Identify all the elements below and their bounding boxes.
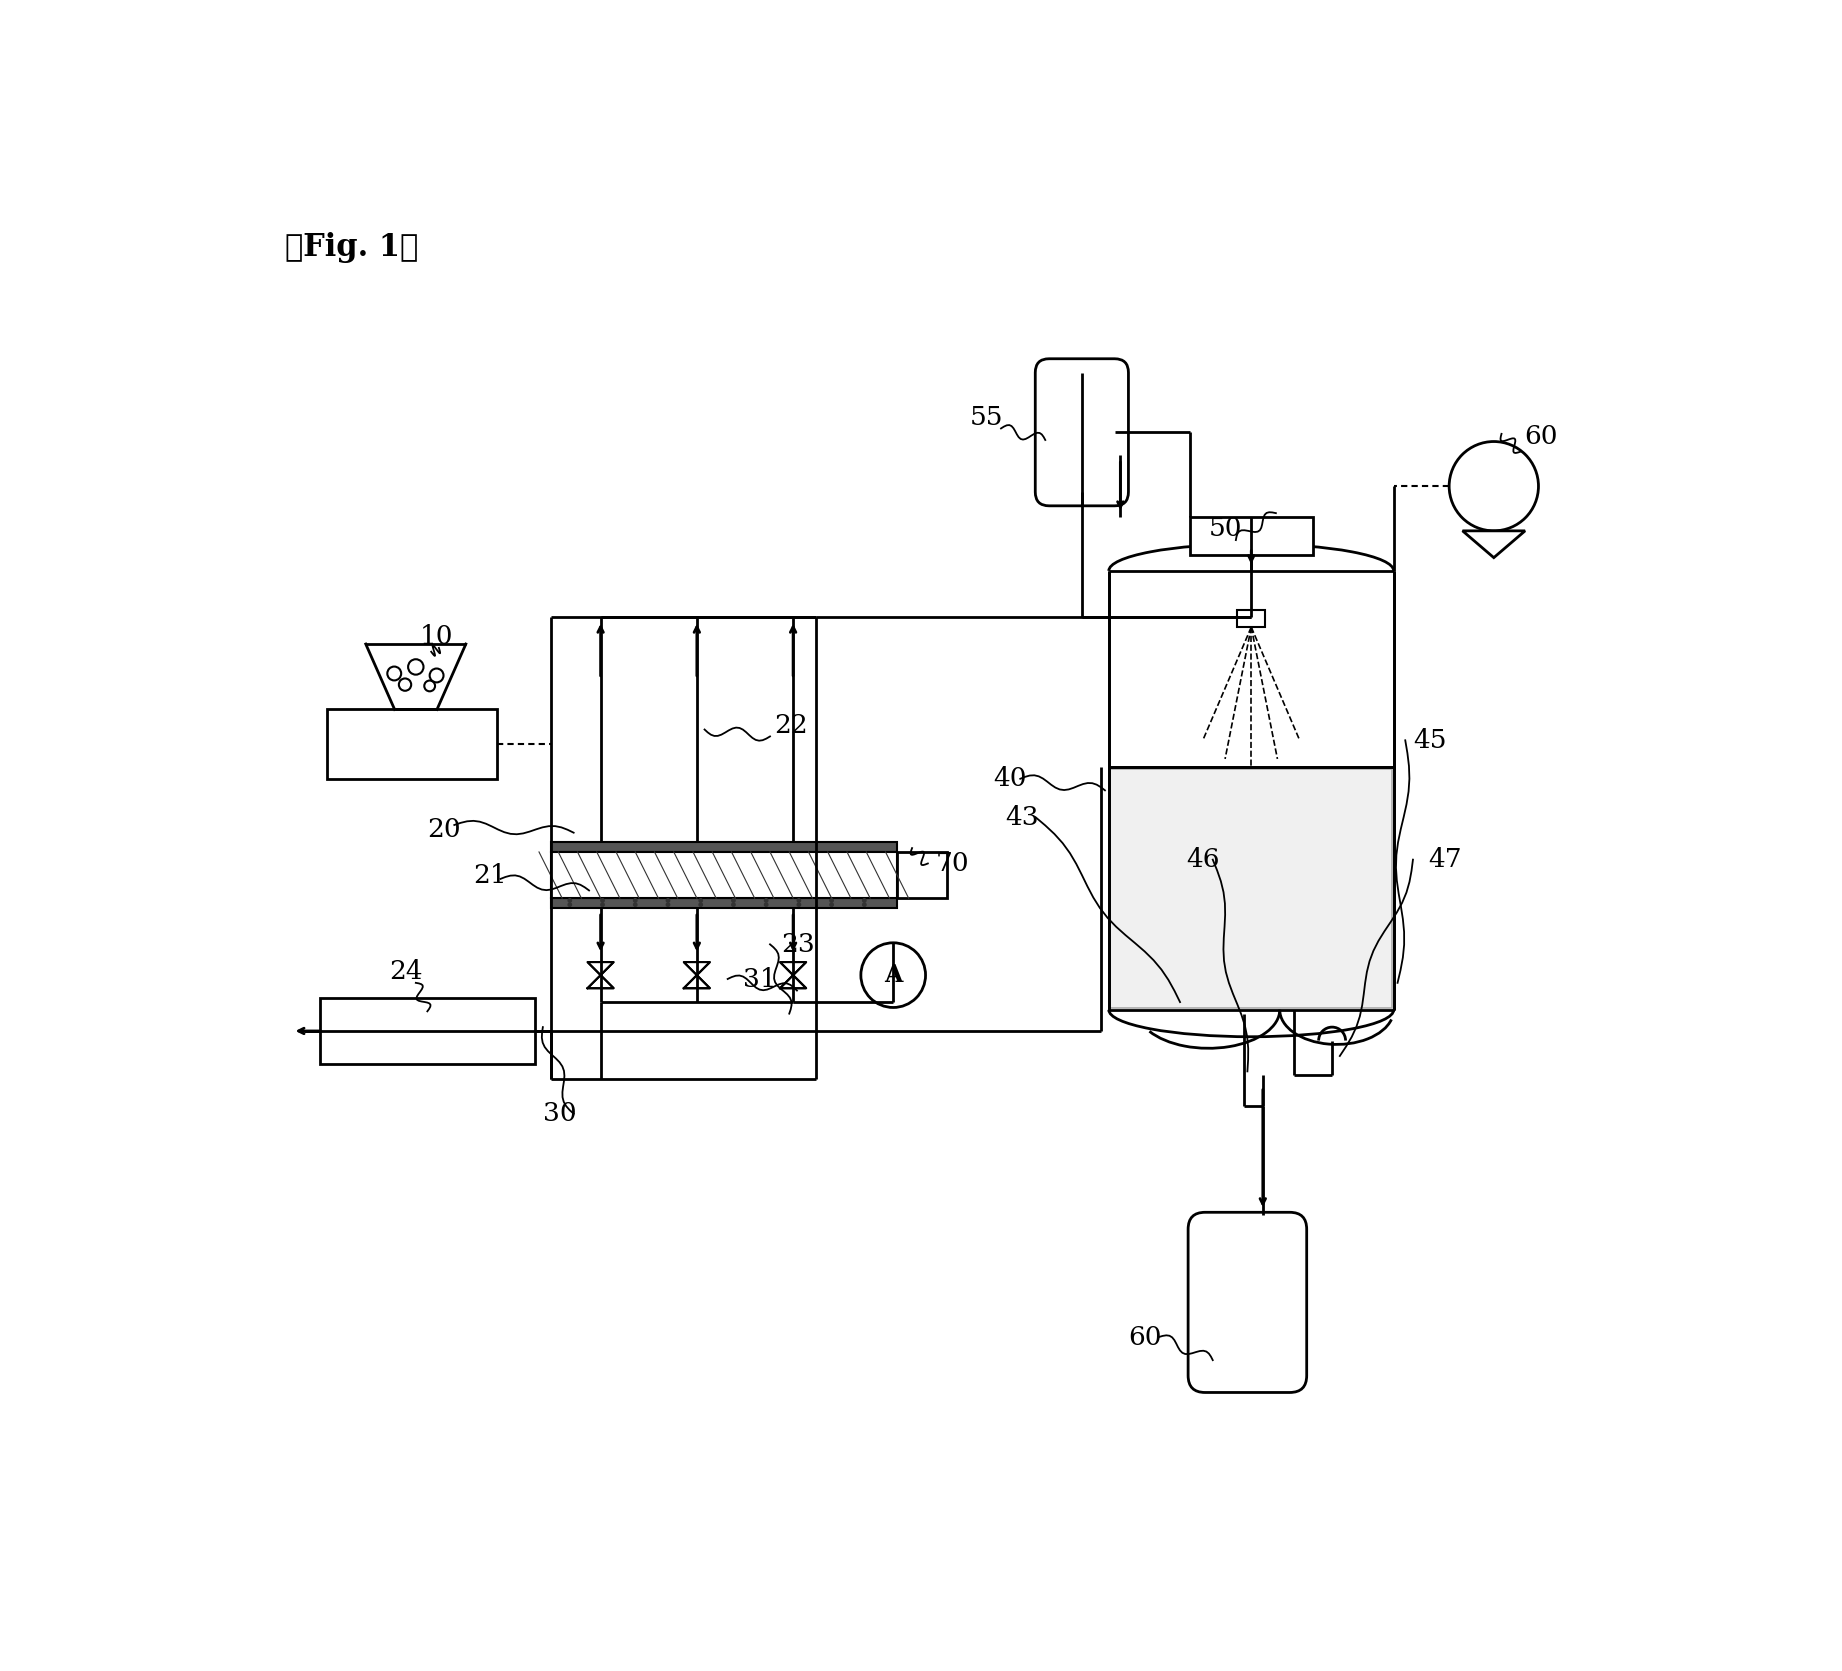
Text: 24: 24 xyxy=(389,959,422,984)
Bar xyxy=(551,852,897,897)
Text: 21: 21 xyxy=(473,862,507,887)
Text: 50: 50 xyxy=(1208,516,1242,541)
Text: 23: 23 xyxy=(781,932,816,957)
Circle shape xyxy=(862,902,866,906)
Circle shape xyxy=(600,899,604,902)
Text: 60: 60 xyxy=(1525,424,1558,449)
Circle shape xyxy=(831,899,833,902)
Bar xyxy=(897,852,947,897)
Text: 40: 40 xyxy=(993,767,1026,792)
Text: 31: 31 xyxy=(742,968,777,991)
Text: 55: 55 xyxy=(971,404,1004,429)
Circle shape xyxy=(764,899,768,902)
Polygon shape xyxy=(779,962,807,988)
Circle shape xyxy=(798,902,801,906)
Circle shape xyxy=(831,902,833,906)
FancyBboxPatch shape xyxy=(1188,1211,1306,1392)
Circle shape xyxy=(667,902,670,906)
Circle shape xyxy=(567,899,571,902)
FancyBboxPatch shape xyxy=(1035,359,1129,506)
Text: 70: 70 xyxy=(936,851,969,876)
Circle shape xyxy=(798,899,801,902)
Circle shape xyxy=(634,902,637,906)
Text: 47: 47 xyxy=(1428,847,1463,872)
Circle shape xyxy=(862,899,866,902)
Bar xyxy=(1111,769,1393,1008)
Bar xyxy=(328,710,497,779)
Text: 10: 10 xyxy=(420,623,453,648)
Text: 22: 22 xyxy=(774,712,807,737)
Circle shape xyxy=(698,902,702,906)
Text: A: A xyxy=(884,962,903,988)
Text: 45: 45 xyxy=(1413,729,1446,754)
Bar xyxy=(319,998,536,1064)
Text: 20: 20 xyxy=(427,817,460,842)
Text: 60: 60 xyxy=(1127,1325,1162,1350)
Circle shape xyxy=(634,899,637,902)
Text: 30: 30 xyxy=(543,1101,577,1126)
Circle shape xyxy=(667,899,670,902)
Polygon shape xyxy=(1463,531,1525,558)
Text: 46: 46 xyxy=(1186,847,1219,872)
Circle shape xyxy=(567,902,571,906)
Circle shape xyxy=(731,899,735,902)
Circle shape xyxy=(860,942,925,1008)
Circle shape xyxy=(698,899,702,902)
Circle shape xyxy=(731,902,735,906)
Bar xyxy=(551,842,897,852)
Bar xyxy=(1238,610,1265,627)
Polygon shape xyxy=(683,962,709,988)
Text: 【Fig. 1】: 【Fig. 1】 xyxy=(286,232,418,262)
Bar xyxy=(551,897,897,907)
Text: 43: 43 xyxy=(1006,805,1039,830)
Bar xyxy=(1190,516,1313,555)
Circle shape xyxy=(764,902,768,906)
Circle shape xyxy=(600,902,604,906)
Polygon shape xyxy=(588,962,613,988)
